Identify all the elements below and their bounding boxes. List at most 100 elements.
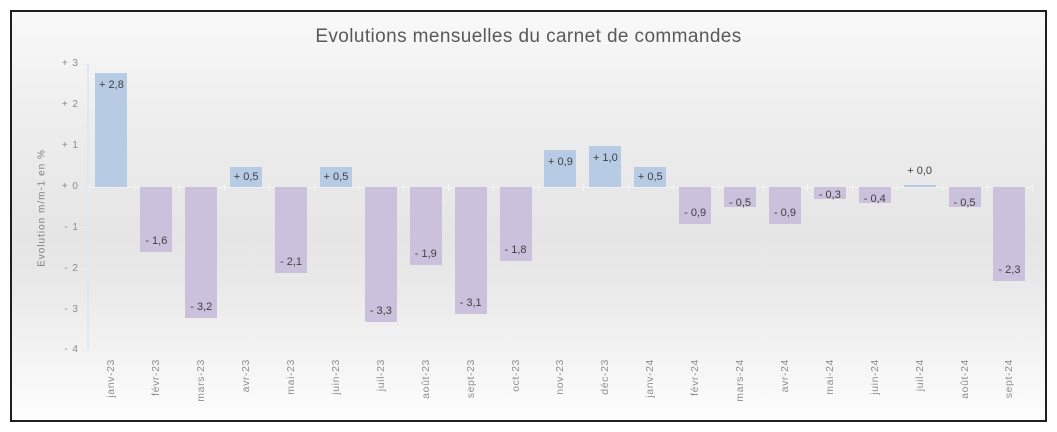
x-axis-tick bbox=[672, 184, 674, 191]
bar-value-label: - 0,9 bbox=[773, 206, 796, 219]
y-tick-label: - 2 bbox=[64, 262, 79, 274]
y-tick-label: - 1 bbox=[64, 221, 79, 233]
x-axis-tick bbox=[717, 184, 719, 191]
x-axis-tick bbox=[178, 184, 180, 191]
x-category-label: déc-23 bbox=[599, 359, 612, 395]
x-axis-tick bbox=[1031, 184, 1033, 191]
x-axis-tick bbox=[987, 184, 988, 191]
x-category-label: avr-23 bbox=[240, 359, 253, 393]
bar-value-label: - 2,1 bbox=[280, 255, 303, 268]
x-axis-tick bbox=[582, 184, 584, 191]
x-category-label: mai-23 bbox=[285, 359, 298, 395]
bar-value-label: - 3,1 bbox=[459, 296, 482, 309]
y-axis-tick bbox=[82, 349, 87, 351]
chart-frame: Evolutions mensuelles du carnet de comma… bbox=[10, 10, 1047, 422]
bar-value-label: - 3,2 bbox=[190, 300, 213, 313]
x-axis-tick bbox=[762, 184, 764, 191]
bar-août-24 bbox=[948, 187, 981, 208]
x-axis-tick bbox=[807, 184, 809, 191]
x-category-label: mai-24 bbox=[823, 359, 836, 395]
x-category-label: juin-24 bbox=[868, 359, 881, 395]
bar-value-label: - 1,9 bbox=[414, 247, 437, 260]
x-category-label: août-23 bbox=[419, 359, 432, 399]
bar-janv-24 bbox=[634, 166, 667, 187]
bar-juil-23 bbox=[364, 187, 397, 322]
bar-value-label: - 3,3 bbox=[369, 304, 392, 317]
x-axis-tick bbox=[448, 184, 450, 191]
y-axis-tick bbox=[82, 268, 87, 270]
bar-déc-23 bbox=[589, 146, 622, 187]
y-axis-tick bbox=[82, 145, 87, 147]
bar-mars-23 bbox=[185, 187, 218, 318]
y-tick-label: - 4 bbox=[64, 344, 79, 356]
x-category-label: mars-23 bbox=[195, 359, 208, 402]
bar-avr-24 bbox=[768, 187, 801, 224]
x-category-label: avr-24 bbox=[778, 359, 791, 393]
x-category-label: févr-24 bbox=[689, 359, 702, 396]
bar-oct-23 bbox=[499, 187, 532, 261]
bar-avr-23 bbox=[230, 166, 263, 187]
x-axis-tick bbox=[403, 184, 405, 191]
y-axis-title: Evolution m/m-1 en % bbox=[36, 149, 48, 267]
x-category-label: janv-23 bbox=[105, 359, 118, 398]
x-axis-line bbox=[89, 187, 1032, 188]
bar-value-label: - 0,4 bbox=[863, 193, 886, 206]
y-axis-tick bbox=[82, 227, 87, 229]
x-axis-tick bbox=[358, 184, 360, 191]
x-axis-tick bbox=[313, 184, 315, 191]
bar-nov-23 bbox=[544, 150, 577, 187]
x-category-label: nov-23 bbox=[554, 359, 567, 395]
bar-mai-24 bbox=[813, 187, 846, 200]
chart-title: Evolutions mensuelles du carnet de comma… bbox=[315, 26, 742, 47]
y-axis-tick bbox=[82, 104, 87, 106]
y-axis-tick bbox=[82, 186, 87, 188]
x-axis-tick bbox=[852, 184, 854, 191]
bar-févr-24 bbox=[679, 187, 712, 224]
x-category-label: oct-23 bbox=[509, 359, 522, 392]
bar-value-label: - 1,6 bbox=[145, 235, 168, 248]
bar-sept-23 bbox=[454, 187, 487, 314]
x-category-label: févr-23 bbox=[150, 359, 163, 396]
bar-value-label: + 1,0 bbox=[592, 152, 618, 165]
y-tick-label: + 0 bbox=[61, 181, 79, 192]
x-category-label: juil-23 bbox=[374, 359, 387, 392]
x-axis-tick bbox=[942, 184, 944, 191]
bar-juin-23 bbox=[319, 166, 352, 187]
x-category-label: juil-24 bbox=[913, 359, 926, 392]
x-axis-tick bbox=[223, 184, 225, 191]
bar-févr-23 bbox=[140, 187, 173, 253]
x-axis-tick bbox=[493, 184, 495, 191]
x-axis-tick bbox=[89, 184, 90, 191]
x-category-label: sept-24 bbox=[1003, 359, 1016, 399]
y-tick-label: - 3 bbox=[64, 303, 79, 315]
bar-mars-24 bbox=[724, 187, 757, 208]
x-category-label: août-24 bbox=[958, 359, 971, 399]
bar-value-label: + 0,9 bbox=[548, 156, 573, 169]
x-category-label: janv-24 bbox=[644, 359, 657, 398]
bar-value-label: - 0,3 bbox=[818, 189, 841, 202]
y-tick-label: + 1 bbox=[61, 140, 79, 152]
bar-juin-24 bbox=[858, 187, 891, 204]
y-tick-label: + 2 bbox=[61, 99, 79, 111]
bar-juil-24 bbox=[903, 185, 936, 187]
x-axis-tick bbox=[897, 184, 899, 191]
bar-août-23 bbox=[409, 187, 442, 265]
x-category-label: mars-24 bbox=[734, 359, 747, 402]
bar-value-label: - 1,8 bbox=[504, 243, 527, 256]
bar-value-label: - 0,9 bbox=[684, 206, 707, 219]
bar-janv-23 bbox=[95, 72, 128, 187]
bar-value-label: + 0,5 bbox=[323, 170, 349, 183]
x-axis-tick bbox=[627, 184, 629, 191]
bar-mai-23 bbox=[275, 187, 308, 273]
bar-value-label: - 0,5 bbox=[729, 197, 752, 210]
x-category-label: sept-23 bbox=[464, 359, 477, 399]
bar-sept-24 bbox=[993, 187, 1026, 281]
bar-value-label: + 2,8 bbox=[99, 78, 124, 91]
bar-value-label: + 0,0 bbox=[907, 165, 933, 177]
y-tick-label: + 3 bbox=[61, 58, 79, 70]
bar-value-label: + 0,5 bbox=[233, 170, 259, 183]
x-axis-tick bbox=[538, 184, 539, 191]
bar-value-label: - 2,3 bbox=[998, 263, 1021, 276]
bar-value-label: - 0,5 bbox=[953, 197, 976, 210]
